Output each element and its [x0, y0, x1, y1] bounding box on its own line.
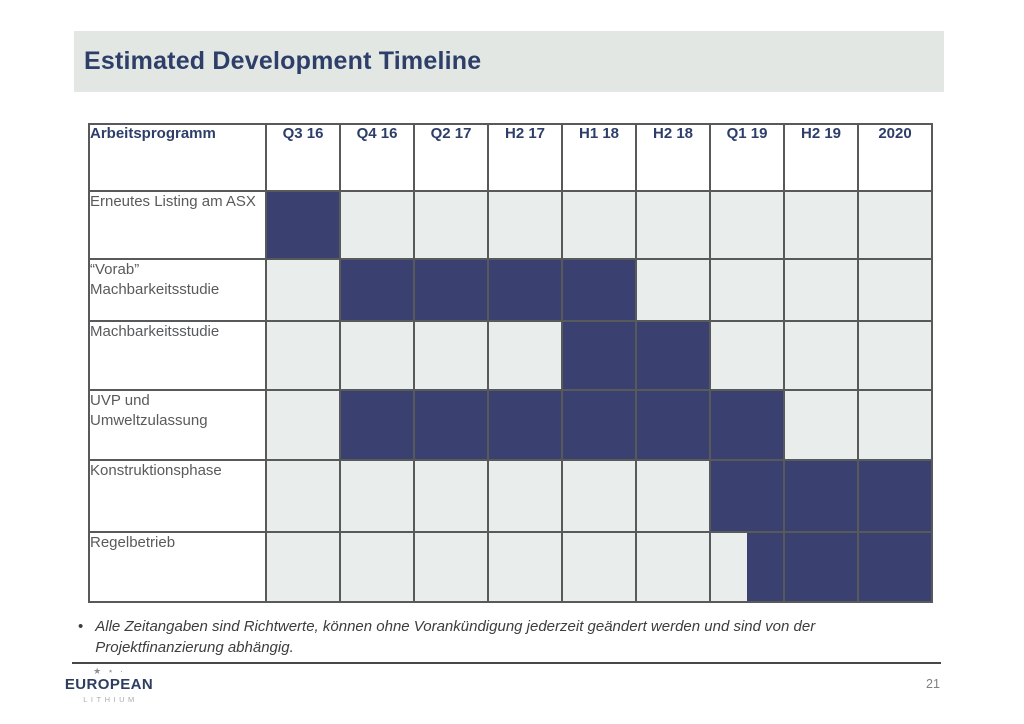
header-row: Arbeitsprogramm Q3 16 Q4 16 Q2 17 H2 17 H1 18… [88, 123, 933, 192]
timeline-cell [709, 258, 785, 322]
column-header: Q2 17 [413, 123, 489, 192]
timeline-cell [635, 320, 711, 391]
timeline-cell [487, 389, 563, 461]
title-bar: Estimated Development Timeline [74, 31, 944, 92]
timeline-cell [413, 258, 489, 322]
timeline-cell [413, 190, 489, 260]
table-row: Erneutes Listing am ASX [88, 190, 933, 260]
timeline-cell [339, 320, 415, 391]
timeline-cell [857, 258, 933, 322]
slide-title: Estimated Development Timeline [84, 47, 482, 75]
row-label: Konstruktionsphase [88, 459, 267, 533]
timeline-cell [857, 389, 933, 461]
row-label: Regelbetrieb [88, 531, 267, 603]
row-label: UVP und Umweltzulassung [88, 389, 267, 461]
timeline-cell [561, 190, 637, 260]
timeline-cell [413, 389, 489, 461]
column-header: H2 17 [487, 123, 563, 192]
footnote: • Alle Zeitangaben sind Richtwerte, könn… [78, 617, 815, 658]
logo-name: EUROPEAN [64, 676, 154, 693]
timeline-cell [487, 190, 563, 260]
timeline-cell [857, 320, 933, 391]
column-header: Arbeitsprogramm [88, 123, 267, 192]
table-row: Regelbetrieb [88, 531, 933, 603]
timeline-table: Arbeitsprogramm Q3 16 Q4 16 Q2 17 H2 17 H1 18… [88, 123, 933, 603]
column-header: Q1 19 [709, 123, 785, 192]
timeline-cell [635, 190, 711, 260]
timeline-cell [265, 320, 341, 391]
timeline-cell [709, 389, 785, 461]
timeline-cell [413, 459, 489, 533]
timeline-cell [265, 190, 341, 260]
timeline-cell [857, 190, 933, 260]
timeline-cell [487, 459, 563, 533]
timeline-cell [857, 459, 933, 533]
timeline-cell [487, 320, 563, 391]
timeline-cell [709, 531, 785, 603]
logo-subtitle: LITHIUM [83, 695, 138, 705]
timeline-cell [487, 258, 563, 322]
timeline-cell [265, 531, 341, 603]
timeline-cell [339, 258, 415, 322]
timeline-cell [339, 531, 415, 603]
timeline-cell [339, 459, 415, 533]
page-number: 21 [926, 677, 940, 691]
timeline-cell [265, 258, 341, 322]
column-header: Q3 16 [265, 123, 341, 192]
timeline-cell [783, 459, 859, 533]
timeline-cell [561, 389, 637, 461]
timeline-cell [265, 459, 341, 533]
timeline-cell [339, 389, 415, 461]
timeline-cell [783, 258, 859, 322]
timeline-cell [709, 190, 785, 260]
timeline-cell [635, 258, 711, 322]
logo-stars-icon: ★ ⋆ · [93, 666, 125, 676]
timeline-cell [709, 459, 785, 533]
timeline-cell [561, 459, 637, 533]
footer-divider [72, 662, 941, 664]
timeline-cell [339, 190, 415, 260]
table-row: Konstruktionsphase [88, 459, 933, 533]
timeline-cell [413, 531, 489, 603]
timeline-cell [635, 389, 711, 461]
timeline-cell [783, 190, 859, 260]
column-header: H1 18 [561, 123, 637, 192]
timeline-cell [561, 258, 637, 322]
timeline-cell [561, 531, 637, 603]
timeline-cell [783, 389, 859, 461]
bullet-marker: • [78, 618, 84, 635]
european-lithium-logo: ★ ⋆ · EUROPEAN LITHIUM [65, 666, 153, 705]
timeline-cell [561, 320, 637, 391]
table-row: UVP und Umweltzulassung [88, 389, 933, 461]
footnote-text: Alle Zeitangaben sind Richtwerte, können… [95, 618, 816, 656]
column-header: H2 18 [635, 123, 711, 192]
row-label: Machbarkeitsstudie [88, 320, 267, 391]
timeline-cell [487, 531, 563, 603]
timeline-cell [635, 531, 711, 603]
timeline-cell [709, 320, 785, 391]
row-label: Erneutes Listing am ASX [88, 190, 267, 260]
table-row: “Vorab” Machbarkeitsstudie [88, 258, 933, 322]
table-row: Machbarkeitsstudie [88, 320, 933, 391]
timeline-cell [413, 320, 489, 391]
timeline-cell [857, 531, 933, 603]
timeline-cell [783, 531, 859, 603]
column-header: 2020 [857, 123, 933, 192]
timeline-cell [635, 459, 711, 533]
column-header: Q4 16 [339, 123, 415, 192]
row-label: “Vorab” Machbarkeitsstudie [88, 258, 267, 322]
timeline-cell [783, 320, 859, 391]
timeline-cell [265, 389, 341, 461]
column-header: H2 19 [783, 123, 859, 192]
